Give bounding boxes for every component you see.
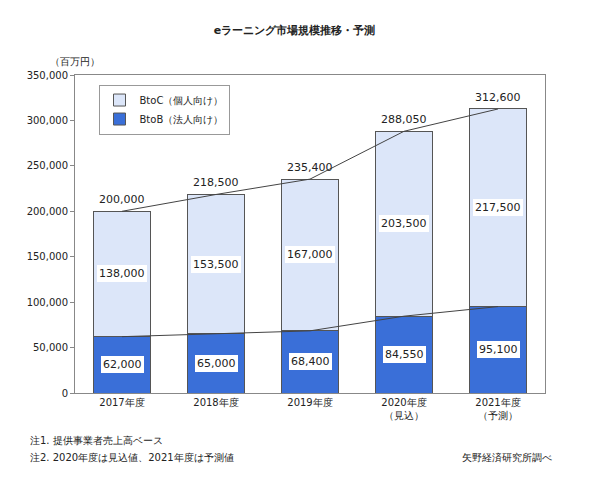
svg-text:（百万円）: （百万円） bbox=[50, 56, 100, 67]
svg-text:235,400: 235,400 bbox=[287, 161, 333, 174]
svg-text:250,000: 250,000 bbox=[27, 160, 68, 171]
svg-text:84,550: 84,550 bbox=[385, 348, 424, 361]
svg-text:65,000: 65,000 bbox=[197, 357, 236, 370]
svg-text:注2. 2020年度は見込値、2021年度は予測値: 注2. 2020年度は見込値、2021年度は予測値 bbox=[30, 452, 234, 463]
svg-text:138,000: 138,000 bbox=[99, 267, 145, 280]
svg-text:218,500: 218,500 bbox=[193, 176, 239, 189]
svg-text:2021年度（予測）: 2021年度（予測） bbox=[475, 397, 520, 421]
svg-text:注1. 提供事業者売上高ベース: 注1. 提供事業者売上高ベース bbox=[30, 435, 163, 446]
svg-text:153,500: 153,500 bbox=[193, 258, 239, 271]
svg-text:350,000: 350,000 bbox=[27, 70, 68, 81]
svg-text:100,000: 100,000 bbox=[27, 297, 68, 308]
svg-text:62,000: 62,000 bbox=[103, 358, 142, 371]
svg-text:203,500: 203,500 bbox=[381, 217, 427, 230]
svg-text:150,000: 150,000 bbox=[27, 251, 68, 262]
svg-text:0: 0 bbox=[62, 388, 68, 399]
svg-text:矢野経済研究所調べ: 矢野経済研究所調べ bbox=[462, 452, 552, 463]
svg-text:2018年度: 2018年度 bbox=[193, 397, 238, 408]
svg-text:288,050: 288,050 bbox=[381, 113, 427, 126]
svg-text:200,000: 200,000 bbox=[99, 193, 145, 206]
svg-text:2017年度: 2017年度 bbox=[99, 397, 144, 408]
svg-text:2020年度（見込）: 2020年度（見込） bbox=[381, 397, 426, 421]
svg-text:2019年度: 2019年度 bbox=[287, 397, 332, 408]
svg-text:BtoC（個人向け）: BtoC（個人向け） bbox=[140, 95, 224, 106]
svg-text:217,500: 217,500 bbox=[475, 201, 521, 214]
svg-text:300,000: 300,000 bbox=[27, 115, 68, 126]
svg-text:95,100: 95,100 bbox=[479, 343, 518, 356]
svg-text:68,400: 68,400 bbox=[291, 355, 330, 368]
svg-text:200,000: 200,000 bbox=[27, 206, 68, 217]
svg-text:eラーニング市場規模推移・予測: eラーニング市場規模推移・予測 bbox=[214, 24, 375, 37]
svg-text:312,600: 312,600 bbox=[475, 91, 521, 104]
svg-text:BtoB（法人向け）: BtoB（法人向け） bbox=[140, 114, 224, 125]
svg-text:167,000: 167,000 bbox=[287, 248, 333, 261]
svg-text:50,000: 50,000 bbox=[33, 342, 68, 353]
